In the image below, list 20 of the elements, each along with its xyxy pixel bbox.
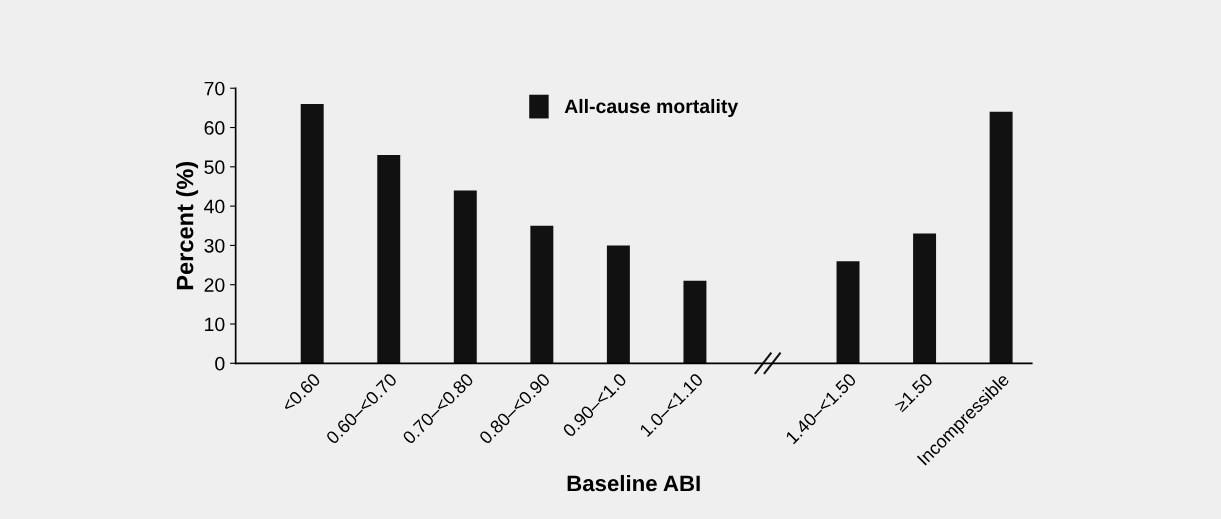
bar [836,261,860,364]
bar [377,155,401,364]
bar [530,225,554,364]
bar [989,111,1013,364]
y-tick-label: 60 [204,120,225,135]
y-tick-label: 70 [204,81,225,96]
y-tick-label: 50 [204,160,225,175]
y-tick-label: 10 [205,317,225,332]
x-axis-title: Baseline ABI [567,474,700,492]
bar [300,103,324,364]
bar [913,233,937,364]
bar [606,245,630,364]
bar [453,190,477,364]
bar [683,280,707,364]
y-tick-label: 40 [204,199,225,214]
y-axis-title: Percent (%) [176,161,199,290]
y-tick-label: 30 [204,238,225,253]
y-tick-label: 0 [215,356,225,371]
legend-label: All-cause mortality [564,98,739,118]
y-tick-label: 20 [204,278,225,292]
